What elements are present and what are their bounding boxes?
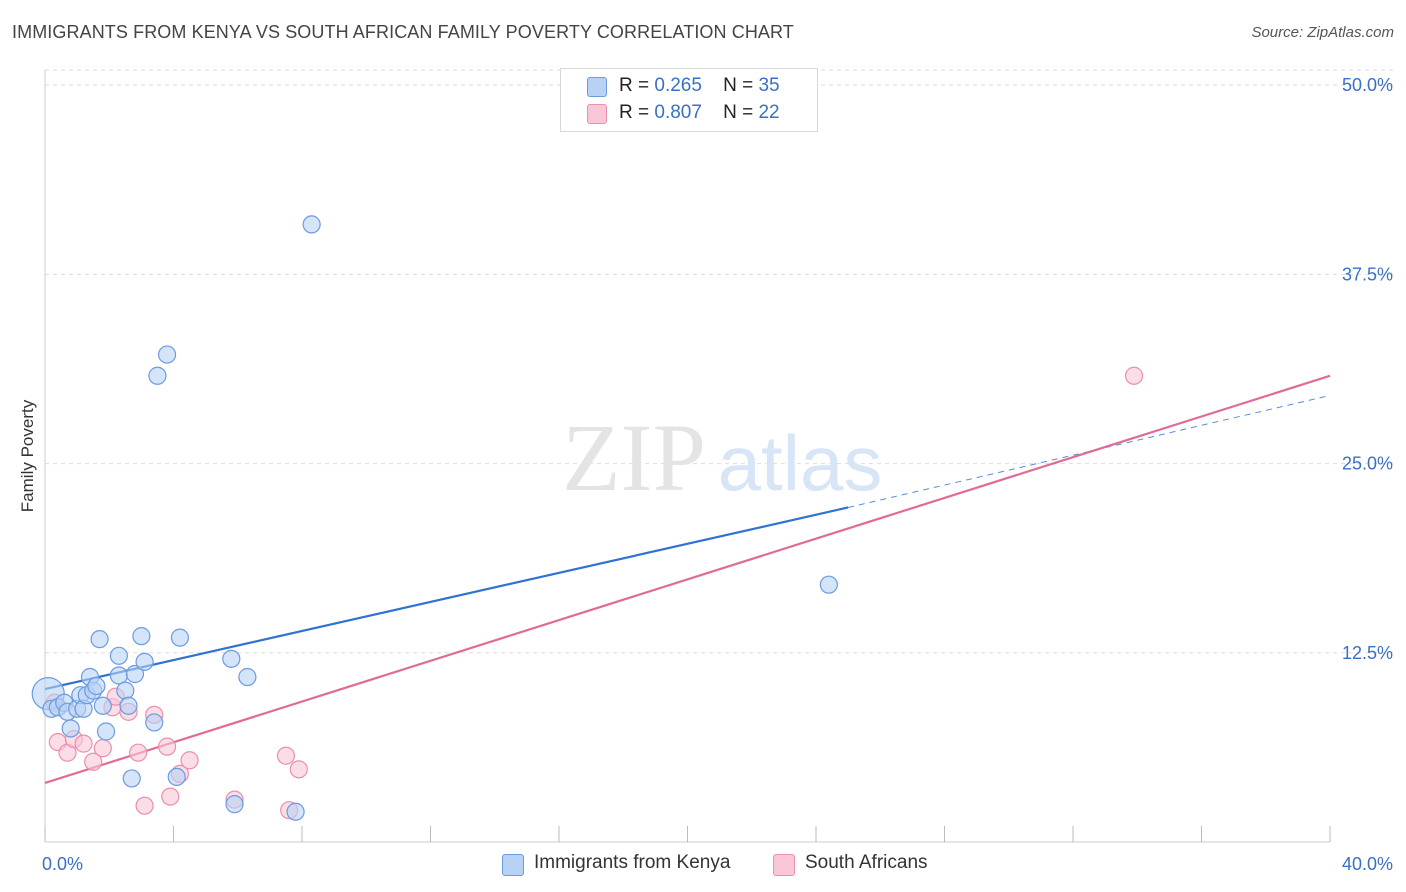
n-value-south-africans: 22 <box>758 102 780 123</box>
y-tick-label: 37.5% <box>1342 264 1393 284</box>
point-kenya <box>222 649 241 668</box>
point-kenya <box>90 630 109 649</box>
source-credit: Source: ZipAtlas.com <box>1251 24 1394 41</box>
watermark-zip: ZIP <box>562 404 706 511</box>
point-kenya <box>167 767 186 787</box>
point-south-africans <box>157 737 177 756</box>
point-kenya <box>122 769 141 788</box>
r-label: R = <box>619 102 650 123</box>
n-value-kenya: 35 <box>758 75 780 96</box>
trend-lines <box>44 374 1331 785</box>
point-kenya <box>225 795 244 814</box>
n-label: N = <box>723 75 754 96</box>
point-kenya <box>302 215 321 234</box>
y-axis-label: Family Poverty <box>18 399 37 513</box>
point-kenya <box>135 652 154 671</box>
point-kenya <box>157 345 177 364</box>
point-south-africans <box>129 743 148 762</box>
y-tick-label: 25.0% <box>1342 454 1393 474</box>
point-kenya <box>819 575 838 594</box>
grid-lines <box>45 69 1395 654</box>
watermark-atlas: atlas <box>718 419 883 507</box>
point-kenya <box>116 681 135 700</box>
legend-label-kenya: Immigrants from Kenya <box>534 852 731 873</box>
point-south-africans <box>276 746 296 765</box>
point-kenya <box>132 627 151 646</box>
point-south-africans <box>161 787 180 806</box>
point-south-africans <box>135 796 154 815</box>
correlation-legend: R = 0.265 N = 35 R = 0.807 N = 22 <box>560 68 818 132</box>
point-kenya <box>109 646 128 665</box>
legend-swatch-south-africans-bottom <box>773 854 795 876</box>
r-label: R = <box>619 75 650 96</box>
legend-swatch-south-africans <box>587 104 607 124</box>
point-kenya <box>109 666 128 685</box>
r-value-kenya: 0.265 <box>654 75 702 96</box>
point-south-africans <box>93 739 112 758</box>
point-kenya <box>87 676 106 696</box>
x-tick-label: 40.0% <box>1342 854 1393 874</box>
x-tick-label: 0.0% <box>42 854 83 874</box>
point-kenya <box>96 722 116 741</box>
point-kenya <box>238 667 257 687</box>
y-tick-label: 12.5% <box>1342 643 1393 663</box>
chart-title: IMMIGRANTS FROM KENYA VS SOUTH AFRICAN F… <box>12 22 794 42</box>
point-kenya <box>61 719 80 738</box>
data-points <box>31 215 1144 821</box>
watermark: ZIP atlas <box>562 404 882 511</box>
y-tick-label: 50.0% <box>1342 75 1393 95</box>
point-kenya <box>170 628 190 647</box>
point-south-africans <box>84 752 103 771</box>
n-label: N = <box>723 102 754 123</box>
point-south-africans <box>74 734 93 753</box>
legend-swatch-kenya-bottom <box>502 854 524 876</box>
trend-line-south-africans <box>44 374 1331 785</box>
point-kenya <box>93 696 112 715</box>
legend-swatch-kenya <box>587 77 607 97</box>
point-kenya <box>286 802 305 821</box>
legend-label-south-africans: South Africans <box>805 852 928 873</box>
point-kenya <box>145 713 164 732</box>
point-kenya <box>148 366 167 385</box>
trend-line-kenya <box>44 506 849 691</box>
point-kenya <box>125 664 145 684</box>
point-kenya <box>119 696 138 715</box>
point-south-africans <box>180 751 199 770</box>
point-south-africans <box>289 760 308 779</box>
tick-labels: 12.5% 25.0% 37.5% 50.0% 0.0% 40.0% <box>42 75 1393 874</box>
r-value-south-africans: 0.807 <box>654 102 702 123</box>
point-south-africans <box>1124 366 1144 385</box>
